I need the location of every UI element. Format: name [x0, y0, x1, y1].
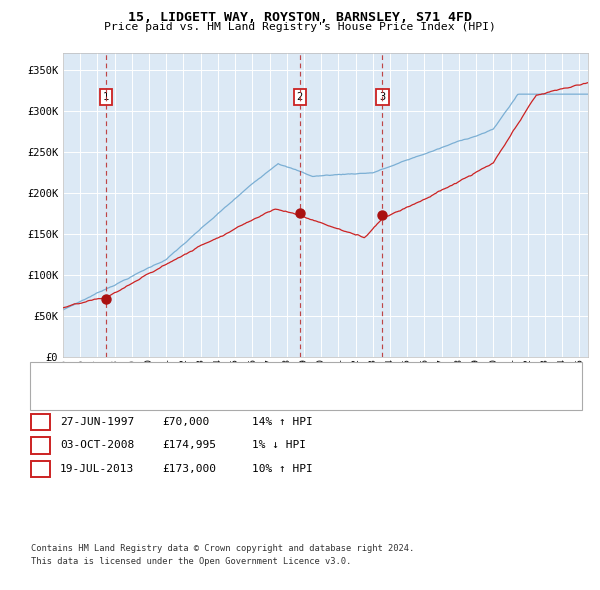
Text: 10% ↑ HPI: 10% ↑ HPI [252, 464, 313, 474]
Text: £70,000: £70,000 [162, 417, 209, 427]
Text: Price paid vs. HM Land Registry's House Price Index (HPI): Price paid vs. HM Land Registry's House … [104, 22, 496, 32]
Text: 1: 1 [103, 92, 109, 102]
Text: 3: 3 [37, 464, 44, 474]
Text: 27-JUN-1997: 27-JUN-1997 [60, 417, 134, 427]
Text: HPI: Average price, detached house, Barnsley: HPI: Average price, detached house, Barn… [75, 393, 339, 403]
Text: This data is licensed under the Open Government Licence v3.0.: This data is licensed under the Open Gov… [31, 558, 352, 566]
Text: £174,995: £174,995 [162, 441, 216, 450]
Text: 14% ↑ HPI: 14% ↑ HPI [252, 417, 313, 427]
Text: £173,000: £173,000 [162, 464, 216, 474]
Text: 15, LIDGETT WAY, ROYSTON, BARNSLEY, S71 4FD: 15, LIDGETT WAY, ROYSTON, BARNSLEY, S71 … [128, 11, 472, 24]
Text: 03-OCT-2008: 03-OCT-2008 [60, 441, 134, 450]
Text: 19-JUL-2013: 19-JUL-2013 [60, 464, 134, 474]
Text: 3: 3 [379, 92, 385, 102]
Text: 2: 2 [37, 441, 44, 450]
Text: 2: 2 [297, 92, 303, 102]
Text: 1: 1 [37, 417, 44, 427]
Text: Contains HM Land Registry data © Crown copyright and database right 2024.: Contains HM Land Registry data © Crown c… [31, 545, 415, 553]
Text: 1% ↓ HPI: 1% ↓ HPI [252, 441, 306, 450]
Text: 15, LIDGETT WAY, ROYSTON, BARNSLEY, S71 4FD (detached house): 15, LIDGETT WAY, ROYSTON, BARNSLEY, S71 … [75, 370, 435, 380]
